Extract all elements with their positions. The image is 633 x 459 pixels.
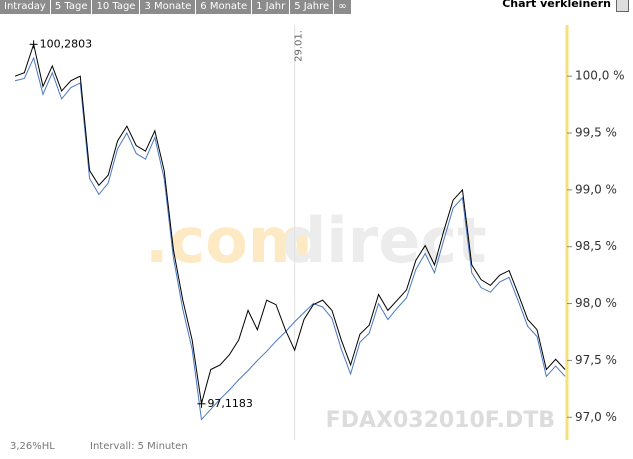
price-line: [14, 56, 566, 421]
tab-bar: Intraday 5 Tage 10 Tage 3 Monate 6 Monate 1 J…: [0, 0, 352, 14]
watermark-com: .com: [145, 204, 313, 277]
tab[interactable]: 10 Tage: [92, 0, 141, 14]
interval: Intervall: 5 Minuten: [90, 441, 188, 452]
y-tick-label: 99,0 %: [575, 182, 617, 196]
y-tick-label: 98,0 %: [575, 296, 617, 310]
x-tick-label: 29.01.: [294, 30, 305, 62]
y-tick-label: 100,0 %: [575, 69, 625, 83]
tab[interactable]: 3 Monate: [140, 0, 197, 14]
tab[interactable]: Intraday: [0, 0, 51, 14]
range-note: 3,26%HL: [10, 441, 55, 452]
y-tick-label: 99,5 %: [575, 126, 617, 140]
price-line: [14, 42, 566, 404]
resize-icon[interactable]: [616, 0, 629, 12]
resize-button[interactable]: Chart verkleinern: [502, 0, 629, 12]
tab[interactable]: 5 Jahre: [290, 0, 335, 14]
tab[interactable]: ∞: [334, 0, 352, 14]
high-label: 100,2803: [40, 37, 93, 50]
y-tick-label: 97,0 %: [575, 410, 617, 424]
resize-label[interactable]: Chart verkleinern: [502, 0, 611, 10]
y-tick-label: 97,5 %: [575, 353, 617, 367]
low-label: 97,1183: [207, 397, 253, 410]
symbol: FDAX032010F.DTB: [326, 408, 555, 433]
y-tick-label: 98,5 %: [575, 239, 617, 253]
tab[interactable]: 6 Monate: [196, 0, 253, 14]
watermark-direct: direct: [282, 204, 487, 277]
tab[interactable]: 5 Tage: [51, 0, 93, 14]
tab[interactable]: 1 Jahr: [252, 0, 291, 14]
